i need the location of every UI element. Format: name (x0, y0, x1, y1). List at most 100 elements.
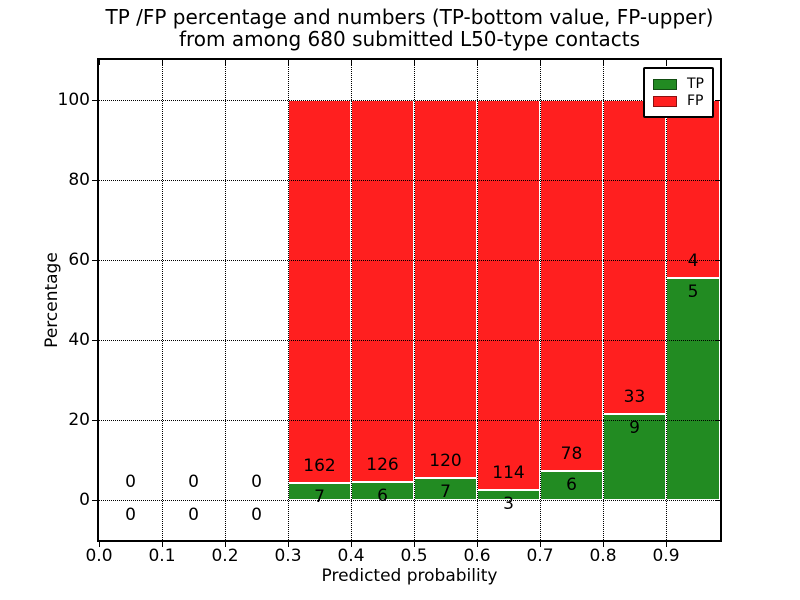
fp-count-label: 126 (366, 454, 399, 475)
x-bottom-tick (99, 542, 100, 547)
x-tick-label: 0.0 (85, 546, 113, 566)
stacked-bar (414, 100, 477, 500)
x-top-tick (351, 60, 352, 65)
chart-title-line-2: from among 680 submitted L50-type contac… (178, 27, 641, 51)
x-tick-label: 0.7 (526, 546, 554, 566)
zero-count-label-tp: 0 (188, 505, 199, 525)
tp-bar-segment (667, 276, 719, 499)
legend: TP FP (643, 67, 714, 118)
tp-bar-segment (478, 488, 539, 499)
x-gridline (288, 60, 289, 540)
y-gridline (99, 340, 720, 341)
zero-count-label-tp: 0 (125, 505, 136, 525)
y-tick-label: 40 (68, 330, 90, 350)
x-bottom-tick (288, 542, 289, 547)
x-top-tick (414, 60, 415, 65)
x-tick-label: 0.4 (337, 546, 365, 566)
tp-count-label: 7 (440, 481, 451, 502)
x-top-tick (288, 60, 289, 65)
stacked-bar (288, 100, 351, 500)
y-left-tick (92, 500, 97, 501)
x-gridline (603, 60, 604, 540)
stacked-bar (351, 100, 414, 500)
x-bottom-tick (225, 542, 226, 547)
y-right-tick (715, 260, 720, 261)
y-right-tick (715, 100, 720, 101)
x-tick-label: 0.2 (211, 546, 239, 566)
y-left-tick (92, 180, 97, 181)
fp-count-label: 114 (492, 462, 525, 483)
x-top-tick (99, 60, 100, 65)
x-top-tick (666, 60, 667, 65)
tp-legend-label: TP (687, 76, 704, 92)
y-right-tick (715, 340, 720, 341)
x-top-tick (162, 60, 163, 65)
x-axis-label: Predicted probability (321, 566, 498, 586)
x-tick-label: 0.9 (652, 546, 680, 566)
x-tick-label: 0.6 (463, 546, 491, 566)
tp-count-label: 3 (503, 493, 514, 514)
fp-legend-label: FP (687, 93, 704, 109)
fp-count-label: 78 (560, 444, 583, 465)
x-top-tick (603, 60, 604, 65)
x-tick-label: 0.3 (274, 546, 302, 566)
tp-count-label: 6 (566, 475, 577, 496)
tp-count-label: 5 (687, 281, 699, 302)
x-gridline (477, 60, 478, 540)
x-tick-label: 0.5 (400, 546, 428, 566)
x-bottom-tick (351, 542, 352, 547)
fp-count-label: 162 (303, 456, 336, 477)
y-gridline (99, 420, 720, 421)
stacked-bar (540, 100, 603, 500)
x-gridline (540, 60, 541, 540)
y-tick-label: 20 (68, 410, 90, 430)
legend-row-fp: FP (653, 94, 704, 108)
x-gridline (162, 60, 163, 540)
y-gridline (99, 260, 720, 261)
x-bottom-tick (477, 542, 478, 547)
y-left-tick (92, 420, 97, 421)
y-left-tick (92, 100, 97, 101)
tp-bar-segment (604, 413, 665, 499)
y-right-tick (715, 180, 720, 181)
x-bottom-tick (603, 542, 604, 547)
x-bottom-tick (540, 542, 541, 547)
y-gridline (99, 500, 720, 501)
tp-bar-segment (541, 470, 602, 499)
y-left-tick (92, 340, 97, 341)
x-top-tick (477, 60, 478, 65)
tp-legend-swatch-icon (653, 78, 677, 90)
y-left-tick (92, 260, 97, 261)
tp-count-label: 7 (314, 487, 325, 508)
y-right-tick (715, 420, 720, 421)
y-right-tick (715, 500, 720, 501)
tp-bar-segment (289, 482, 350, 499)
legend-row-tp: TP (653, 77, 704, 91)
x-bottom-tick (666, 542, 667, 547)
y-gridline (99, 100, 720, 101)
x-tick-label: 0.1 (148, 546, 176, 566)
stacked-bar (603, 100, 666, 500)
x-top-tick (540, 60, 541, 65)
x-gridline (666, 60, 667, 540)
y-tick-label: 80 (68, 170, 90, 190)
fp-count-label: 4 (687, 250, 699, 271)
fp-legend-swatch-icon (653, 95, 677, 107)
zero-count-label-tp: 0 (251, 505, 262, 525)
tp-count-label: 6 (377, 485, 388, 506)
tp-count-label: 9 (629, 418, 640, 439)
chart-title-line-1: TP /FP percentage and numbers (TP-bottom… (105, 5, 714, 29)
x-bottom-tick (162, 542, 163, 547)
y-tick-label: 60 (68, 250, 90, 270)
x-tick-label: 0.8 (589, 546, 617, 566)
x-top-tick (225, 60, 226, 65)
y-tick-label: 100 (57, 90, 90, 110)
stacked-bar (477, 100, 540, 500)
x-bottom-tick (414, 542, 415, 547)
y-gridline (99, 180, 720, 181)
fp-count-label: 33 (623, 387, 646, 408)
zero-count-label-fp: 0 (125, 472, 136, 492)
x-gridline (225, 60, 226, 540)
tp-bar-segment (415, 476, 476, 499)
